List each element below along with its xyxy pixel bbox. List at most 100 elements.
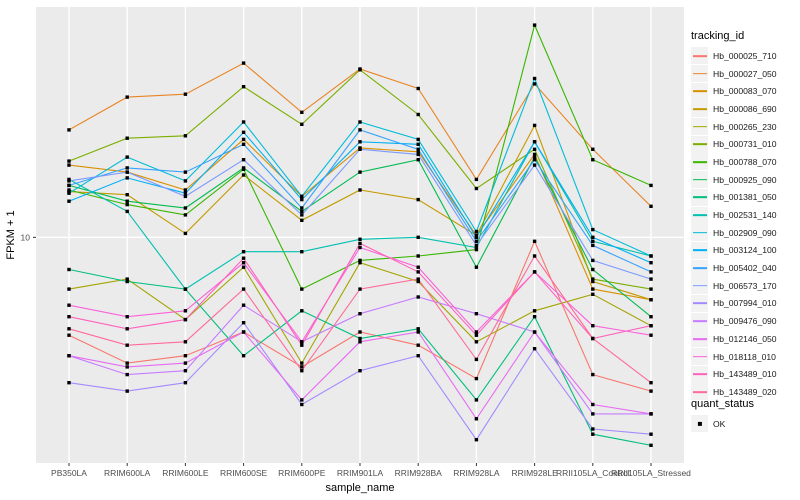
legend-item-Hb_000925_090: Hb_000925_090 <box>691 171 799 189</box>
legend-line-icon <box>692 355 707 358</box>
legend-line-icon <box>692 108 707 110</box>
legend-item-label: Hb_000265_230 <box>713 121 777 132</box>
black-square-icon <box>697 421 702 426</box>
x-tick-label: RRIM600LA <box>104 468 151 478</box>
x-tick-label: RRIM928LA <box>453 468 500 478</box>
legend-line-icon <box>692 90 707 93</box>
legend-line-icon <box>692 231 707 234</box>
legend-item-label: Hb_143489_010 <box>713 369 777 380</box>
legend-item-Hb_012146_050: Hb_012146_050 <box>691 330 799 348</box>
legend-item-Hb_000265_230: Hb_000265_230 <box>691 118 799 136</box>
legend-line-icon <box>692 302 707 305</box>
legend-item-label: Hb_012146_050 <box>713 333 777 344</box>
legend-item-Hb_001381_050: Hb_001381_050 <box>691 188 799 207</box>
legend-key-swatch <box>691 171 708 189</box>
legend-line-icon <box>692 214 707 216</box>
legend-item-Hb_018118_010: Hb_018118_010 <box>691 348 799 366</box>
legend-key-swatch <box>691 224 708 242</box>
legend-line-icon <box>692 249 707 252</box>
legend-item-Hb_009476_090: Hb_009476_090 <box>691 312 799 330</box>
legend-line-icon <box>692 143 707 146</box>
x-axis-title: sample_name <box>325 482 395 494</box>
legend-line-icon <box>692 161 707 163</box>
legend-line-icon <box>692 125 707 128</box>
legend-key-swatch <box>691 82 708 100</box>
legend-item-label: Hb_000083_070 <box>713 86 777 97</box>
quant-ok-swatch <box>691 415 708 433</box>
y-tick-label: 10 <box>21 232 31 242</box>
legend-line-icon <box>692 196 707 199</box>
legend-item-Hb_000083_070: Hb_000083_070 <box>691 82 799 100</box>
legend-item-label: Hb_001381_050 <box>713 192 777 203</box>
legend-key-swatch <box>691 259 708 277</box>
legend-item-label: OK <box>713 418 726 429</box>
x-tick-label: RRII105LA_Stressed <box>611 468 691 478</box>
legend-tracking-id: tracking_id Hb_000025_710 Hb_000027_050 Hb… <box>691 30 799 401</box>
legend-key-swatch <box>691 277 708 295</box>
legend-item-label: Hb_006573_170 <box>713 280 777 291</box>
legend-item-Hb_000788_070: Hb_000788_070 <box>691 153 799 171</box>
legend-key-swatch <box>691 47 708 65</box>
legend-line-icon <box>692 338 707 340</box>
x-tick-label: RRIM928BA <box>395 468 443 478</box>
x-tick-label: RRIM901LA <box>337 468 384 478</box>
legend-item-label: Hb_018118_010 <box>713 351 776 362</box>
legend-item-label: Hb_009476_090 <box>713 316 777 327</box>
legend-item-Hb_000086_690: Hb_000086_690 <box>691 100 799 118</box>
legend-item-Hb_000731_010: Hb_000731_010 <box>691 135 799 153</box>
legend-key-swatch <box>691 383 708 401</box>
legend-key-swatch <box>691 118 708 136</box>
legend-line-icon <box>692 72 707 75</box>
legend-item-label: Hb_000025_710 <box>713 50 777 61</box>
legend-key-swatch <box>691 241 708 259</box>
legend-item-label: Hb_002531_140 <box>713 210 777 221</box>
legend-key-swatch <box>691 206 708 224</box>
legend-item-Hb_006573_170: Hb_006573_170 <box>691 277 799 295</box>
legend-line-icon <box>692 267 707 269</box>
legend-item-label: Hb_003124_100 <box>713 245 777 256</box>
x-tick-label: RRIM600PE <box>278 468 326 478</box>
legend-key-swatch <box>691 330 708 348</box>
legend-key-swatch <box>691 294 708 312</box>
legend-item-Hb_003124_100: Hb_003124_100 <box>691 241 799 260</box>
legend-item-Hb_002909_090: Hb_002909_090 <box>691 224 799 242</box>
legend-line-icon <box>692 284 707 287</box>
legend-title: tracking_id <box>691 30 745 42</box>
x-tick-label: PB350LA <box>51 468 87 478</box>
x-tick-label: RRIM928LE <box>511 468 558 478</box>
legend-item-label: Hb_007994_010 <box>713 298 777 309</box>
legend-item-Hb_000027_050: Hb_000027_050 <box>691 65 799 83</box>
legend-line-icon <box>692 178 707 181</box>
legend-item-Hb_000025_710: Hb_000025_710 <box>691 47 799 65</box>
legend-item-ok: OK <box>691 415 799 433</box>
legend-quant-title: quant_status <box>691 398 754 410</box>
x-tick-label: RRII105LA_Control <box>556 468 630 478</box>
x-tick-label: RRIM600LE <box>162 468 209 478</box>
legend-key-swatch <box>691 100 708 118</box>
legend-item-label: Hb_000788_070 <box>713 156 777 167</box>
y-axis-title: FPKM + 1 <box>5 210 17 260</box>
axis-ticks <box>33 236 652 466</box>
legend-key-swatch <box>691 365 708 383</box>
legend-line-icon <box>692 373 707 376</box>
legend-key-swatch <box>691 188 708 206</box>
x-tick-labels: PB350LA RRIM600LA RRIM600LE RRIM600SE RRIM60… <box>51 468 691 478</box>
legend-item-label: Hb_000925_090 <box>713 174 777 185</box>
legend-item-label: Hb_000027_050 <box>713 68 777 79</box>
legend-item-Hb_002531_140: Hb_002531_140 <box>691 206 799 224</box>
data-points <box>67 23 653 447</box>
legend-line-icon <box>692 55 707 57</box>
legend-key-swatch <box>691 348 708 366</box>
legend-item-label: Hb_000086_690 <box>713 103 777 114</box>
x-tick-label: RRIM600SE <box>220 468 268 478</box>
legend-key-swatch <box>691 153 708 171</box>
legend-item-label: Hb_000731_010 <box>713 139 777 150</box>
legend-quant-status: quant_status OK <box>691 398 799 433</box>
legend-key-swatch <box>691 65 708 83</box>
legend-line-icon <box>692 320 707 322</box>
legend-item-Hb_005402_040: Hb_005402_040 <box>691 259 799 277</box>
legend-key-swatch <box>691 135 708 153</box>
legend-key-swatch <box>691 312 708 330</box>
